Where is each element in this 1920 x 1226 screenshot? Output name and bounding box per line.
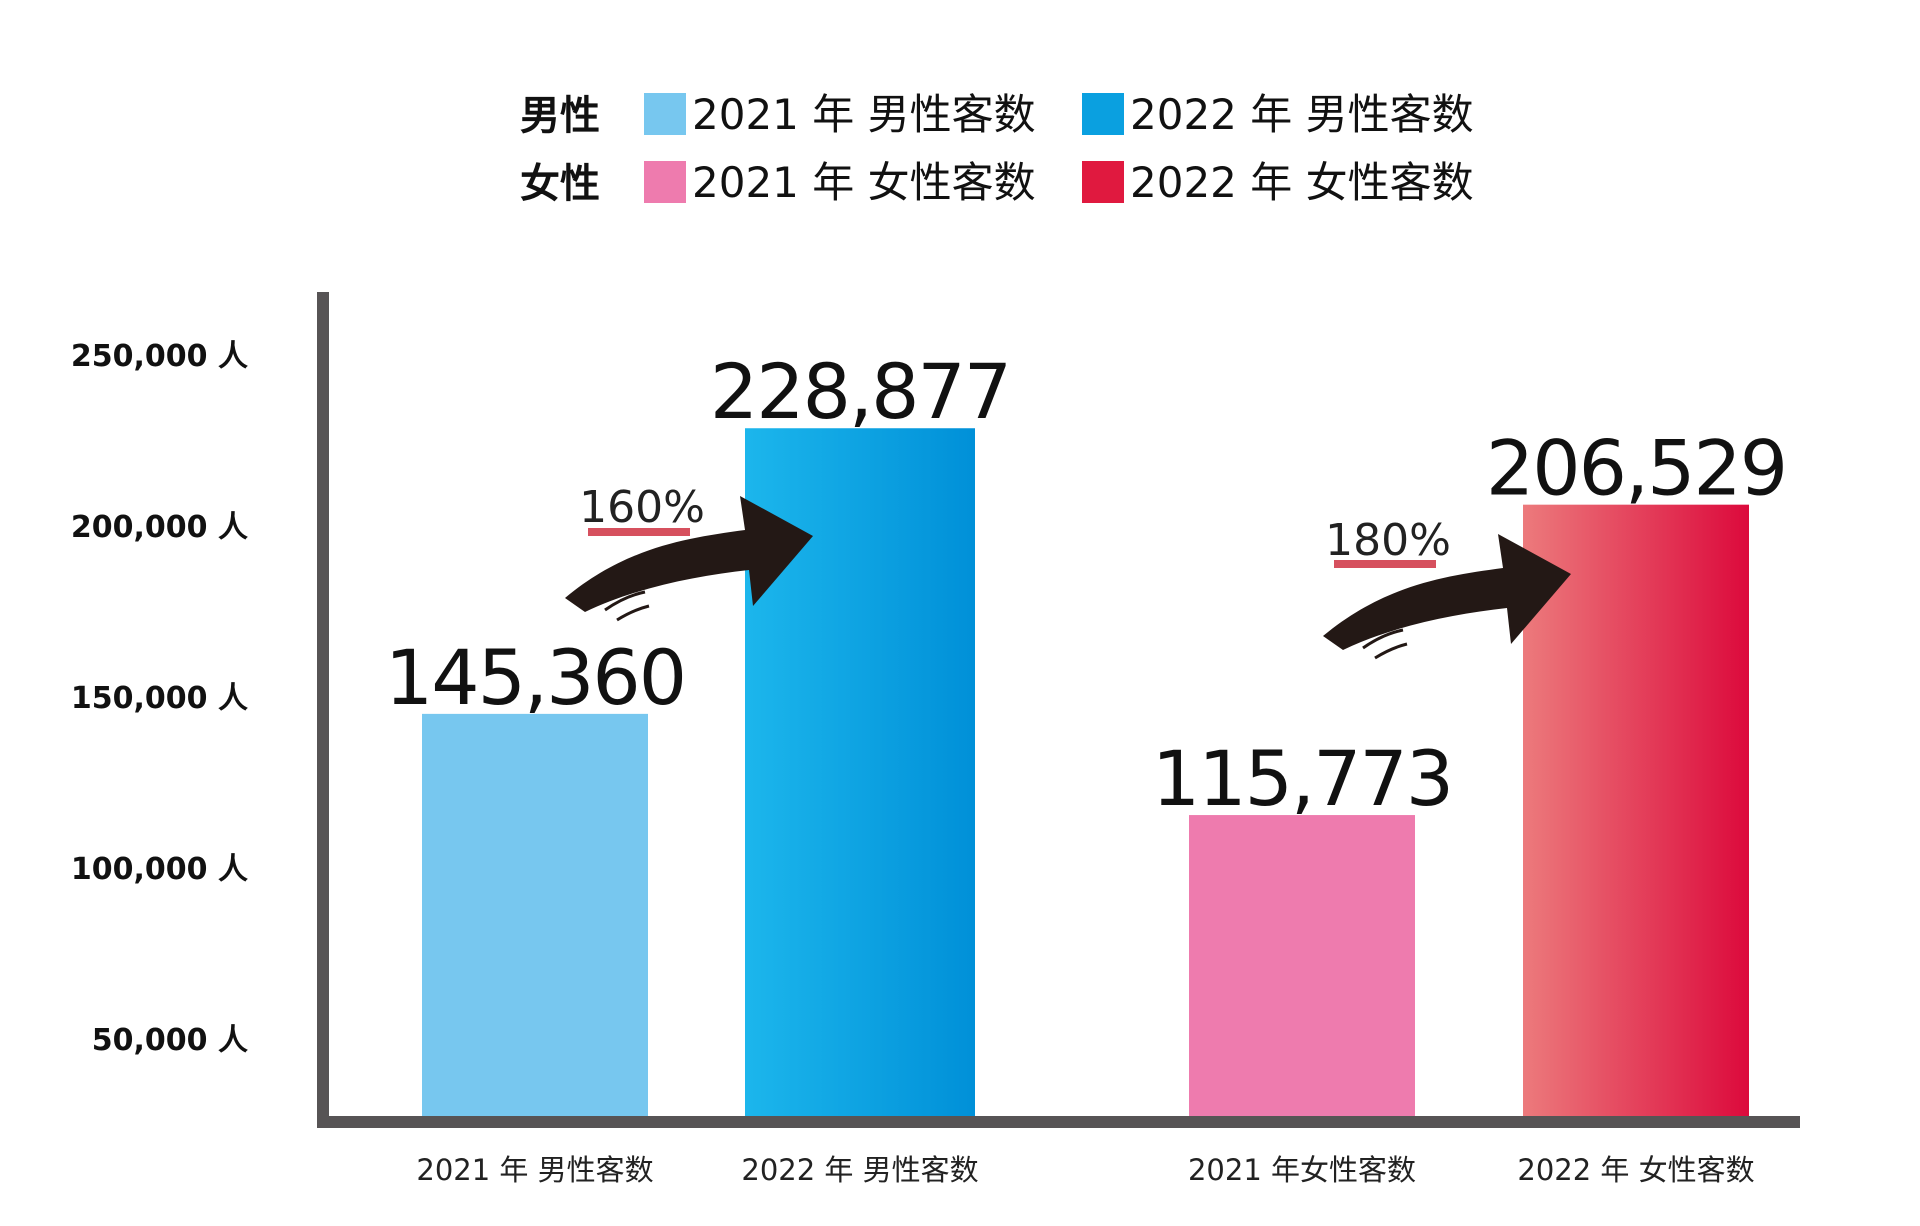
x-tick-label: 2021 年 男性客数 xyxy=(416,1153,653,1187)
bars xyxy=(422,428,1749,1117)
legend-swatch xyxy=(1082,161,1124,203)
legend-swatch xyxy=(644,93,686,135)
speed-line-icon xyxy=(1374,642,1408,660)
legend-swatch xyxy=(1082,93,1124,135)
legend-item-label: 2022 年 男性客数 xyxy=(1130,90,1474,139)
growth-underline xyxy=(588,528,690,536)
y-tick-label: 250,000 人 xyxy=(71,339,248,374)
legend-group-label: 女性 xyxy=(520,161,600,207)
axes xyxy=(317,292,1800,1128)
value-label: 115,773 xyxy=(1152,734,1452,823)
y-tick-label: 100,000 人 xyxy=(71,852,248,887)
x-tick-label: 2022 年 女性客数 xyxy=(1517,1153,1754,1187)
y-axis-line xyxy=(317,292,329,1124)
growth-annotations: 160% 180% xyxy=(565,482,1571,660)
growth-percent: 180% xyxy=(1325,515,1451,566)
legend-group-label: 男性 xyxy=(520,93,600,139)
y-tick-label: 150,000 人 xyxy=(71,681,248,716)
speed-line-icon xyxy=(616,604,650,622)
x-tick-label: 2022 年 男性客数 xyxy=(741,1153,978,1187)
bar xyxy=(1523,504,1749,1117)
bar xyxy=(1189,815,1415,1116)
bar xyxy=(422,713,648,1116)
value-labels: 145,360 228,877 115,773 206,529 xyxy=(385,347,1788,823)
value-label: 228,877 xyxy=(710,347,1010,436)
value-label: 206,529 xyxy=(1486,424,1786,513)
value-label: 145,360 xyxy=(385,633,685,722)
legend-swatch xyxy=(644,161,686,203)
growth-arrow-icon xyxy=(565,496,813,612)
growth-arrow-icon xyxy=(1323,534,1571,650)
legend-item-label: 2022 年 女性客数 xyxy=(1130,158,1474,207)
y-tick-labels: 50,000 人 100,000 人 150,000 人 200,000 人 250,0… xyxy=(71,339,248,1058)
speed-line-icon xyxy=(604,590,646,612)
growth-underline xyxy=(1334,560,1436,568)
legend-item-label: 2021 年 女性客数 xyxy=(692,158,1036,207)
y-tick-label: 200,000 人 xyxy=(71,510,248,545)
growth-percent: 160% xyxy=(579,482,705,533)
speed-line-icon xyxy=(1362,628,1404,650)
legend-item-label: 2021 年 男性客数 xyxy=(692,90,1036,139)
x-tick-label: 2021 年女性客数 xyxy=(1188,1153,1416,1187)
x-tick-labels: 2021 年 男性客数 2022 年 男性客数 2021 年女性客数 2022 年 女… xyxy=(416,1153,1754,1187)
x-axis-line xyxy=(317,1116,1800,1128)
y-tick-label: 50,000 人 xyxy=(92,1023,248,1058)
